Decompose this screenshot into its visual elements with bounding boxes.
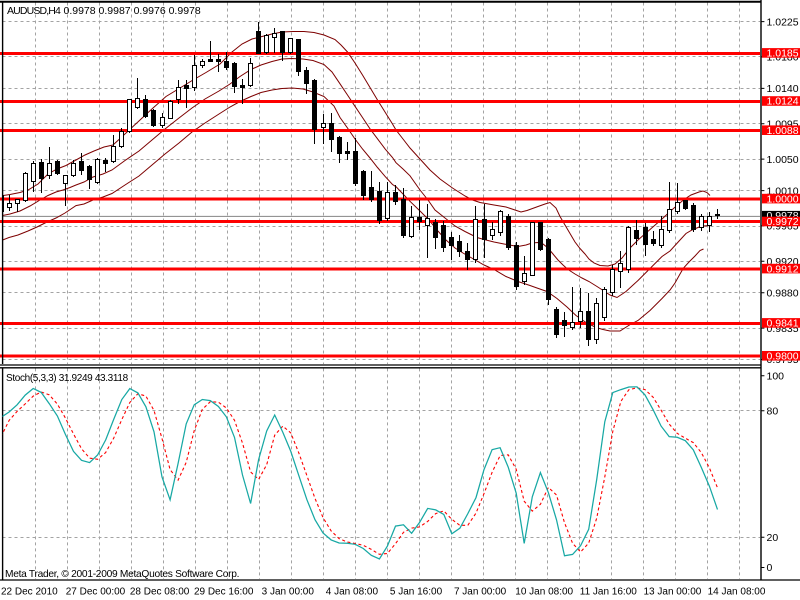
svg-text:29 Dec 16:00: 29 Dec 16:00 [194, 587, 254, 598]
svg-text:1.0140: 1.0140 [767, 83, 799, 95]
svg-text:3 Jan 00:00: 3 Jan 00:00 [262, 587, 315, 598]
svg-text:1.0095: 1.0095 [767, 118, 799, 130]
svg-text:1.0000: 1.0000 [767, 193, 799, 205]
svg-text:10 Jan 08:00: 10 Jan 08:00 [515, 587, 573, 598]
svg-text:0.9841: 0.9841 [767, 318, 799, 330]
svg-text:1.0185: 1.0185 [767, 48, 799, 60]
svg-text:Stoch(5,3,3) 31.9249 43.3118: Stoch(5,3,3) 31.9249 43.3118 [6, 373, 129, 384]
svg-text:100: 100 [767, 371, 785, 383]
svg-text:20: 20 [767, 532, 779, 544]
svg-text:0.9880: 0.9880 [767, 287, 799, 299]
svg-text:0.9912: 0.9912 [767, 263, 799, 275]
svg-text:0.9800: 0.9800 [767, 351, 799, 363]
svg-text:11 Jan 16:00: 11 Jan 16:00 [580, 587, 638, 598]
svg-text:28 Dec 08:00: 28 Dec 08:00 [130, 587, 190, 598]
svg-text:Meta Trader, © 2001-2009 MetaQ: Meta Trader, © 2001-2009 MetaQuotes Soft… [5, 569, 239, 580]
svg-text:4 Jan 08:00: 4 Jan 08:00 [326, 587, 379, 598]
svg-text:1.0088: 1.0088 [767, 125, 799, 137]
svg-text:5 Jan 16:00: 5 Jan 16:00 [390, 587, 443, 598]
svg-text:AUDUSD,H40.9978 0.9987 0.9976: AUDUSD,H4 0.9978 0.9987 0.9976 0.9978 [7, 5, 201, 17]
svg-text:0: 0 [767, 562, 773, 574]
svg-text:1.0050: 1.0050 [767, 154, 799, 166]
svg-text:7 Jan 00:00: 7 Jan 00:00 [454, 587, 507, 598]
svg-text:80: 80 [767, 405, 779, 417]
svg-text:1.0225: 1.0225 [767, 16, 799, 28]
svg-text:27 Dec 00:00: 27 Dec 00:00 [66, 587, 126, 598]
svg-text:1.0124: 1.0124 [767, 96, 799, 108]
svg-text:13 Jan 00:00: 13 Jan 00:00 [643, 587, 701, 598]
svg-text:0.9972: 0.9972 [767, 216, 799, 228]
svg-text:14 Jan 08:00: 14 Jan 08:00 [708, 587, 766, 598]
svg-text:22 Dec 2010: 22 Dec 2010 [1, 587, 58, 598]
